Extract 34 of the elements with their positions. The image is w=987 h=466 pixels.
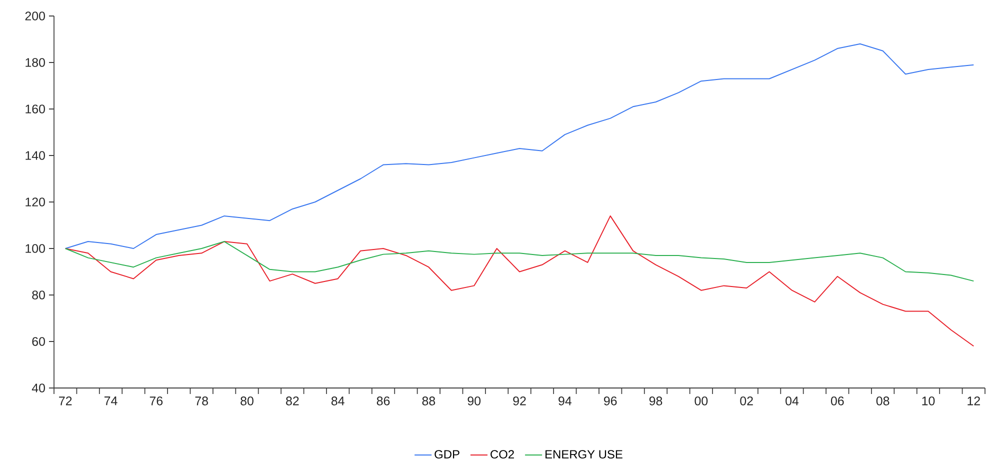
y-tick-label: 60 xyxy=(32,337,45,346)
x-tick-label: 72 xyxy=(59,396,72,406)
x-tick-label: 00 xyxy=(694,396,708,406)
x-tick-label: 12 xyxy=(968,396,980,406)
x-tick-label: 82 xyxy=(286,396,299,406)
x-tick-label: 96 xyxy=(604,396,617,406)
y-tick-label: 140 xyxy=(26,151,45,160)
x-tick-label: 86 xyxy=(376,396,390,406)
x-tick-label: 74 xyxy=(104,396,118,406)
x-tick-label: 02 xyxy=(740,396,753,406)
x-tick-label: 98 xyxy=(649,396,662,406)
x-tick-label: 04 xyxy=(786,396,799,406)
y-tick-label: 40 xyxy=(32,384,45,392)
legend-label: ENERGY USE xyxy=(546,450,622,459)
y-tick-label: 200 xyxy=(25,12,45,20)
y-tick-label: 160 xyxy=(26,104,45,114)
x-tick-label: 80 xyxy=(240,396,254,406)
x-tick-label: 90 xyxy=(468,396,481,406)
legend-label: CO2 xyxy=(490,450,514,459)
y-tick-label: 80 xyxy=(32,290,45,300)
line-series xyxy=(64,215,974,347)
x-tick-label: 84 xyxy=(331,396,344,406)
y-tick-label: 100 xyxy=(26,244,45,253)
legend-label: GDP xyxy=(434,450,460,459)
x-tick-label: 78 xyxy=(195,396,208,406)
y-tick-label: 120 xyxy=(26,198,45,206)
x-tick-label: 08 xyxy=(876,396,890,406)
x-tick-label: 92 xyxy=(513,396,526,406)
x-tick-label: 76 xyxy=(150,396,163,406)
x-tick-label: 10 xyxy=(922,396,935,406)
y-tick-label: 180 xyxy=(26,58,45,67)
x-tick-label: 88 xyxy=(422,396,436,406)
x-tick-label: 94 xyxy=(558,396,572,406)
x-tick-label: 06 xyxy=(830,396,844,406)
